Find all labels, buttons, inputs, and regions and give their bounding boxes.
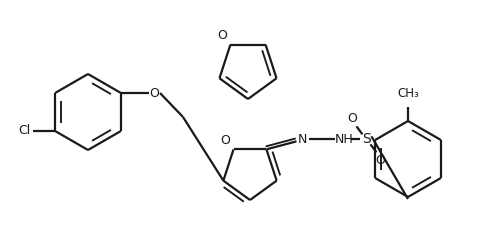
Text: CH₃: CH₃ <box>396 87 418 100</box>
Text: O: O <box>347 112 357 125</box>
Text: NH: NH <box>334 133 353 146</box>
Text: N: N <box>297 133 306 146</box>
Text: S: S <box>362 132 370 146</box>
Text: O: O <box>149 86 159 100</box>
Text: Cl: Cl <box>18 124 30 138</box>
Text: O: O <box>217 29 227 42</box>
Text: O: O <box>220 134 230 147</box>
Text: O: O <box>375 154 385 167</box>
